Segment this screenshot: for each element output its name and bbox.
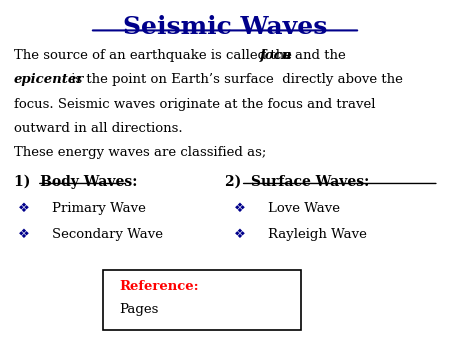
Text: ❖: ❖ [234,202,246,215]
Text: Seismic Waves: Seismic Waves [123,15,327,39]
Text: Love Wave: Love Wave [268,202,340,215]
Text: Secondary Wave: Secondary Wave [52,228,163,241]
Text: 1)  Body Waves:: 1) Body Waves: [14,174,137,189]
Text: The source of an earthquake is called the: The source of an earthquake is called th… [14,49,296,62]
Text: is the point on Earth’s surface  directly above the: is the point on Earth’s surface directly… [67,73,402,86]
Text: ❖: ❖ [18,228,30,241]
FancyBboxPatch shape [104,270,302,330]
Text: focu: focu [260,49,292,62]
Text: s and the: s and the [284,49,346,62]
Text: Pages: Pages [119,303,158,315]
Text: 2)  Surface Waves:: 2) Surface Waves: [225,174,369,188]
Text: ❖: ❖ [234,228,246,241]
Text: outward in all directions.: outward in all directions. [14,122,182,135]
Text: Primary Wave: Primary Wave [52,202,146,215]
Text: Reference:: Reference: [119,280,199,293]
Text: ❖: ❖ [18,202,30,215]
Text: Rayleigh Wave: Rayleigh Wave [268,228,367,241]
Text: focus. Seismic waves originate at the focus and travel: focus. Seismic waves originate at the fo… [14,98,375,111]
Text: epicenter: epicenter [14,73,84,86]
Text: These energy waves are classified as;: These energy waves are classified as; [14,146,266,159]
